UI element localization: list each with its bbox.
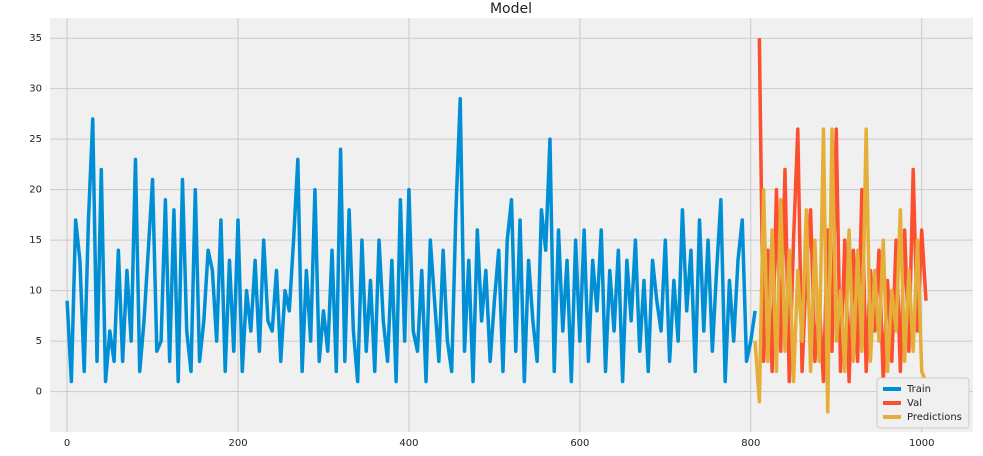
x-tick-label: 800	[741, 438, 760, 449]
chart-title: Model	[490, 1, 532, 17]
x-tick-label: 400	[399, 438, 418, 449]
series-line	[753, 127, 928, 414]
series-line	[65, 97, 757, 384]
x-tick-label: 0	[64, 438, 70, 449]
legend-label: Train	[906, 384, 931, 395]
legend: Train Val Predictions	[876, 377, 970, 429]
y-tick-label: 20	[29, 185, 42, 196]
legend-label: Val	[907, 398, 922, 409]
y-tick-label: 15	[29, 235, 42, 246]
y-tick-label: 5	[36, 336, 42, 347]
x-tick-label: 1000	[909, 438, 934, 449]
legend-label: Predictions	[907, 412, 962, 423]
x-tick-label: 200	[228, 438, 247, 449]
y-tick-label: 35	[29, 33, 42, 44]
y-tick-label: 10	[29, 286, 42, 297]
x-tick-label: 600	[570, 438, 589, 449]
y-tick-label: 0	[36, 387, 42, 398]
y-tick-label: 30	[29, 84, 42, 95]
y-tick-label: 25	[29, 134, 42, 145]
